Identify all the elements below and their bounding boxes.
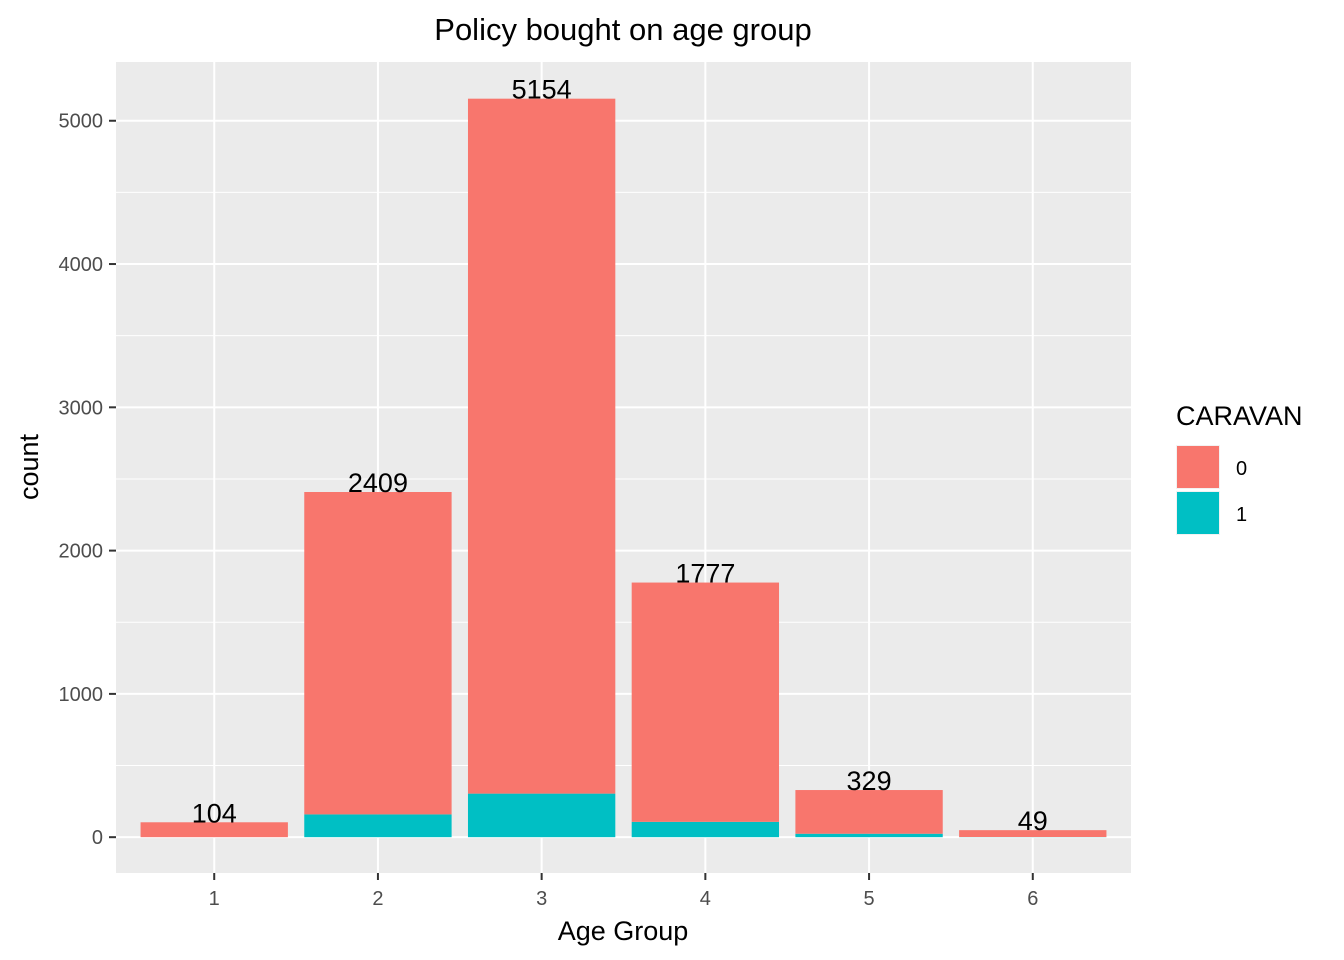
bar-segment-caravan-0 xyxy=(795,790,943,834)
y-axis-title: count xyxy=(14,433,44,500)
x-axis: 1 2 3 4 5 6 xyxy=(209,873,1038,910)
bar-segment-caravan-1 xyxy=(631,821,780,838)
x-tick-label: 6 xyxy=(1027,888,1038,910)
y-tick-label: 0 xyxy=(92,827,103,849)
chart-title: Policy bought on age group xyxy=(434,12,811,47)
data-label: 329 xyxy=(847,766,892,796)
bar-segment-caravan-1 xyxy=(795,833,943,838)
plot-panel xyxy=(116,62,1131,873)
x-axis-title: Age Group xyxy=(558,916,689,946)
minor-gridlines xyxy=(116,191,1131,767)
x-tick-label: 3 xyxy=(536,888,547,910)
data-label: 49 xyxy=(1018,806,1048,836)
x-tick-label: 4 xyxy=(700,888,711,910)
bar-segment-caravan-0 xyxy=(140,822,288,838)
x-tick-label: 1 xyxy=(209,888,220,910)
bar-segment-caravan-0 xyxy=(959,830,1107,838)
legend-label: 0 xyxy=(1236,458,1247,480)
bar-segment-caravan-0 xyxy=(631,582,780,822)
data-label: 5154 xyxy=(512,75,572,105)
y-tick-label: 1000 xyxy=(59,684,104,706)
x-tick-label: 2 xyxy=(372,888,383,910)
y-tick-label: 4000 xyxy=(59,254,104,276)
data-label: 104 xyxy=(192,798,237,828)
x-tick-label: 5 xyxy=(864,888,875,910)
y-tick-label: 2000 xyxy=(59,541,104,563)
legend-swatch xyxy=(1177,446,1219,488)
data-labels: 104 2409 5154 1777 329 49 xyxy=(192,75,1048,836)
y-axis: 0 1000 2000 3000 4000 5000 xyxy=(59,111,116,849)
bar-segment-caravan-1 xyxy=(467,793,616,838)
legend-swatch xyxy=(1177,492,1219,534)
legend-label: 1 xyxy=(1236,504,1247,526)
bar-segment-caravan-1 xyxy=(304,814,452,838)
legend: CARAVAN 0 1 xyxy=(1176,401,1303,535)
y-tick-label: 3000 xyxy=(59,397,104,419)
data-label: 1777 xyxy=(675,559,735,589)
y-tick-label: 5000 xyxy=(59,111,104,133)
legend-title: CARAVAN xyxy=(1176,401,1303,431)
data-label: 2409 xyxy=(348,468,408,498)
bars xyxy=(140,98,1107,838)
bar-segment-caravan-0 xyxy=(467,98,616,794)
bar-segment-caravan-0 xyxy=(304,492,452,815)
